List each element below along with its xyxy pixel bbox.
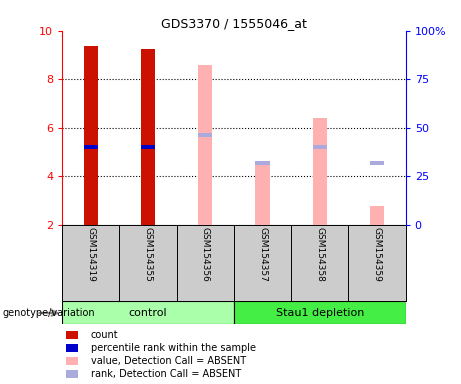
Text: GSM154358: GSM154358	[315, 227, 325, 282]
Bar	[255, 165, 270, 225]
Text: Stau1 depletion: Stau1 depletion	[276, 308, 364, 318]
Text: percentile rank within the sample: percentile rank within the sample	[91, 343, 256, 353]
Title: GDS3370 / 1555046_at: GDS3370 / 1555046_at	[161, 17, 307, 30]
Bar	[255, 161, 270, 165]
Text: count: count	[91, 330, 118, 340]
Bar	[198, 65, 213, 225]
Text: GSM154359: GSM154359	[372, 227, 382, 282]
Text: genotype/variation: genotype/variation	[2, 308, 95, 318]
Bar	[234, 301, 406, 324]
Bar	[65, 369, 78, 378]
Bar	[198, 133, 213, 137]
Bar	[65, 357, 78, 365]
Bar	[84, 145, 98, 149]
Text: GSM154355: GSM154355	[143, 227, 153, 282]
Text: GSM154356: GSM154356	[201, 227, 210, 282]
Bar	[370, 161, 384, 165]
Text: value, Detection Call = ABSENT: value, Detection Call = ABSENT	[91, 356, 246, 366]
Bar	[141, 145, 155, 149]
Bar	[84, 46, 98, 225]
Bar	[313, 118, 327, 225]
Bar	[65, 331, 78, 339]
Bar	[65, 344, 78, 352]
Bar	[313, 145, 327, 149]
Bar	[62, 301, 234, 324]
Bar	[370, 207, 384, 225]
Text: control: control	[129, 308, 167, 318]
Text: GSM154357: GSM154357	[258, 227, 267, 282]
Bar	[141, 49, 155, 225]
Text: GSM154319: GSM154319	[86, 227, 95, 282]
Text: rank, Detection Call = ABSENT: rank, Detection Call = ABSENT	[91, 369, 241, 379]
